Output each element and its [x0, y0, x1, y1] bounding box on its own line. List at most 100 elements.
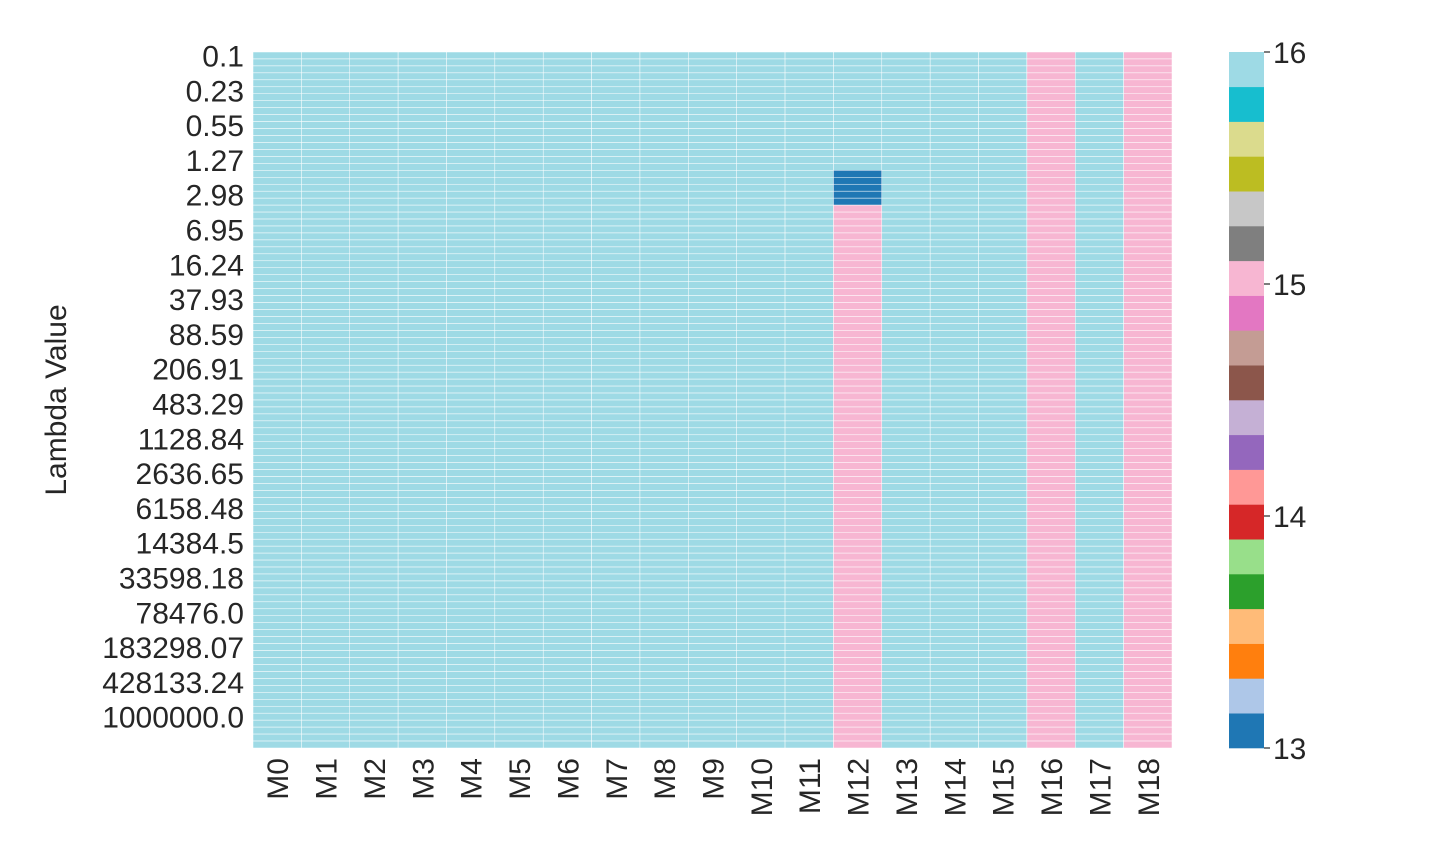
heatmap-cell: [495, 671, 543, 678]
heatmap-cell: [930, 490, 978, 497]
heatmap-cell: [785, 699, 833, 706]
heatmap-cell: [495, 323, 543, 330]
heatmap-cell: [882, 630, 930, 637]
heatmap-cell: [301, 546, 349, 553]
heatmap-cell: [785, 470, 833, 477]
heatmap-cell: [1027, 678, 1075, 685]
heatmap-cell: [495, 560, 543, 567]
heatmap-cell: [688, 170, 736, 177]
heatmap-cell: [543, 414, 591, 421]
heatmap-cell: [398, 337, 446, 344]
y-tick-label: 1000000.0: [102, 702, 244, 735]
heatmap-cell: [737, 115, 785, 122]
heatmap-cell: [737, 504, 785, 511]
heatmap-cell: [882, 490, 930, 497]
heatmap-cell: [398, 393, 446, 400]
heatmap-cell: [640, 170, 688, 177]
heatmap-cell: [737, 720, 785, 727]
heatmap-cell: [543, 616, 591, 623]
heatmap-cell: [398, 296, 446, 303]
heatmap-cell: [737, 108, 785, 115]
heatmap-cell: [543, 685, 591, 692]
heatmap-cell: [833, 553, 881, 560]
y-tick-label: 37.93: [169, 284, 244, 317]
heatmap-cell: [543, 623, 591, 630]
heatmap-cell: [1027, 713, 1075, 720]
heatmap-cell: [833, 692, 881, 699]
heatmap-cell: [785, 560, 833, 567]
heatmap-cell: [543, 400, 591, 407]
heatmap-cell: [350, 80, 398, 87]
heatmap-cell: [253, 692, 301, 699]
heatmap-cell: [930, 525, 978, 532]
heatmap-cell: [640, 240, 688, 247]
x-tick-label: M3: [407, 758, 440, 800]
heatmap-cell: [1027, 282, 1075, 289]
heatmap-cell: [350, 609, 398, 616]
heatmap-cell: [301, 101, 349, 108]
heatmap-cell: [398, 546, 446, 553]
heatmap-cell: [495, 330, 543, 337]
heatmap-cell: [1075, 518, 1123, 525]
heatmap-cell: [1075, 616, 1123, 623]
heatmap-cell: [785, 351, 833, 358]
heatmap-cell: [398, 685, 446, 692]
heatmap-cell: [640, 337, 688, 344]
heatmap-cell: [446, 170, 494, 177]
heatmap-cell: [592, 358, 640, 365]
heatmap-cell: [350, 658, 398, 665]
heatmap-cell: [882, 310, 930, 317]
heatmap-cell: [592, 671, 640, 678]
x-tick-label: M12: [843, 758, 876, 816]
heatmap-cell: [640, 623, 688, 630]
heatmap-cell: [543, 198, 591, 205]
heatmap-cell: [785, 310, 833, 317]
heatmap-cell: [446, 463, 494, 470]
heatmap-cell: [1027, 699, 1075, 706]
heatmap-cell: [350, 296, 398, 303]
heatmap-cell: [1124, 198, 1172, 205]
heatmap-cell: [688, 623, 736, 630]
heatmap-cell: [301, 623, 349, 630]
heatmap-cell: [350, 212, 398, 219]
heatmap-cell: [592, 685, 640, 692]
heatmap-cell: [833, 595, 881, 602]
heatmap-cell: [785, 623, 833, 630]
heatmap-cell: [785, 630, 833, 637]
heatmap-cell: [592, 651, 640, 658]
heatmap-cell: [592, 316, 640, 323]
heatmap-cell: [398, 727, 446, 734]
heatmap-cell: [785, 52, 833, 59]
heatmap-cell: [930, 351, 978, 358]
heatmap-cell: [543, 303, 591, 310]
heatmap-cell: [688, 546, 736, 553]
heatmap-cell: [592, 734, 640, 741]
heatmap-cell: [640, 497, 688, 504]
heatmap-cell: [1027, 720, 1075, 727]
heatmap-cell: [1124, 678, 1172, 685]
heatmap-cell: [301, 149, 349, 156]
heatmap-cell: [495, 727, 543, 734]
heatmap-cell: [446, 142, 494, 149]
heatmap-cell: [1075, 421, 1123, 428]
heatmap-cell: [785, 129, 833, 136]
heatmap-cell: [785, 678, 833, 685]
heatmap-cell: [495, 664, 543, 671]
heatmap-cell: [495, 490, 543, 497]
heatmap-cell: [1124, 94, 1172, 101]
heatmap-cell: [833, 685, 881, 692]
heatmap-cell: [785, 407, 833, 414]
heatmap-cell: [640, 435, 688, 442]
heatmap-cell: [253, 94, 301, 101]
heatmap-cell: [301, 268, 349, 275]
y-tick-label: 14384.5: [136, 528, 244, 561]
heatmap-cell: [495, 616, 543, 623]
heatmap-cell: [253, 358, 301, 365]
heatmap-cell: [833, 511, 881, 518]
heatmap-cell: [882, 52, 930, 59]
heatmap-cell: [737, 316, 785, 323]
heatmap-cell: [833, 233, 881, 240]
heatmap-cell: [882, 240, 930, 247]
heatmap-cell: [301, 553, 349, 560]
heatmap-cell: [398, 170, 446, 177]
